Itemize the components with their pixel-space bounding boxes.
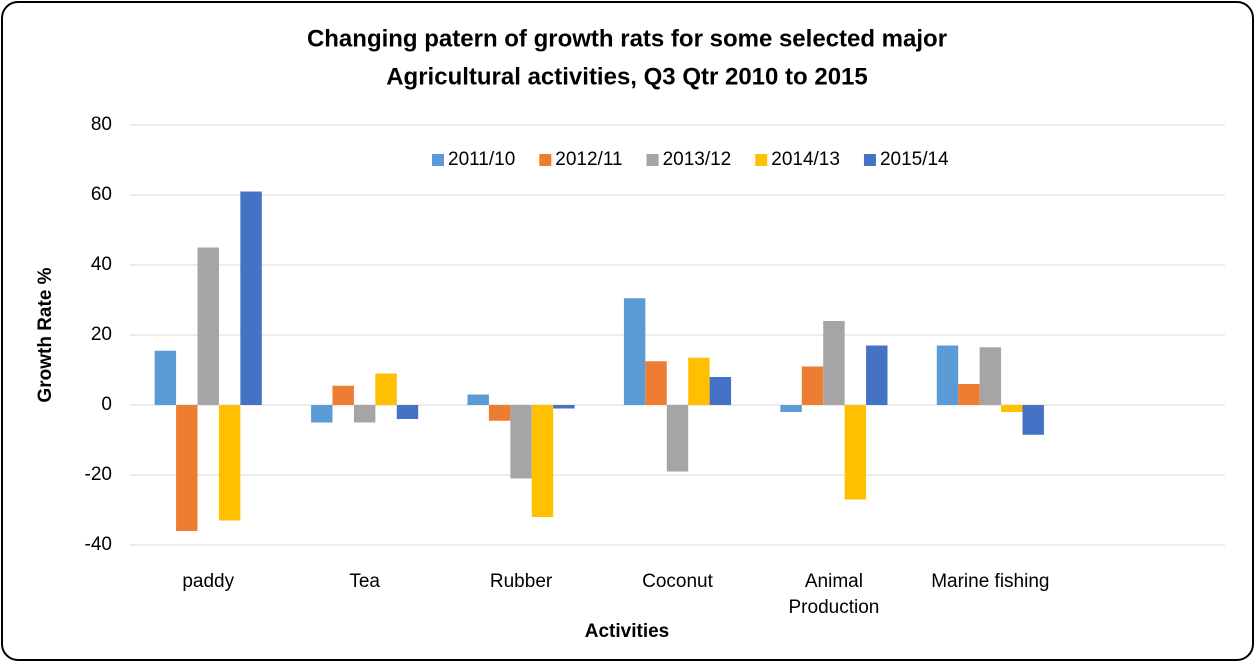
bar <box>936 345 959 405</box>
bar <box>510 405 532 479</box>
x-tick-label: Coconut <box>642 571 713 592</box>
bar <box>197 247 219 405</box>
bar <box>311 405 333 423</box>
legend-label: 2014/13 <box>771 149 840 170</box>
x-tick-label: Rubber <box>489 571 553 592</box>
legend-swatch <box>432 154 444 166</box>
bar <box>958 384 980 405</box>
x-tick-label: paddy <box>182 571 235 592</box>
y-tick-label: 80 <box>91 114 112 135</box>
bar <box>801 366 824 405</box>
y-axis-label: Growth Rate % <box>35 267 56 402</box>
bar <box>531 405 554 517</box>
bar <box>353 405 376 423</box>
bar <box>154 350 177 405</box>
y-tick-label: 0 <box>101 394 112 415</box>
bar <box>844 405 867 500</box>
legend-swatch <box>863 154 876 166</box>
legend-label: 2012/11 <box>555 149 622 170</box>
bar <box>176 405 198 531</box>
legend-label: 2013/12 <box>663 149 732 170</box>
y-tick-label: 20 <box>91 324 112 345</box>
bar <box>666 405 689 472</box>
bar <box>396 405 419 419</box>
bar <box>240 191 262 405</box>
x-axis-label: Activities <box>585 621 669 642</box>
bar <box>709 377 732 405</box>
chart-title: Changing patern of growth rats for some … <box>307 25 947 52</box>
y-tick-label: 60 <box>91 184 112 205</box>
y-tick-label: -40 <box>85 534 112 555</box>
bar <box>1022 405 1044 435</box>
bar <box>688 357 710 405</box>
legend-swatch <box>539 154 552 166</box>
bar <box>332 385 354 405</box>
legend-swatch <box>646 154 659 166</box>
y-tick-label: -20 <box>85 464 112 485</box>
bar <box>823 321 845 405</box>
bar <box>1001 405 1023 412</box>
bar <box>645 361 667 405</box>
bar <box>375 373 397 405</box>
x-tick-label: Animal Production <box>788 571 880 618</box>
bar <box>467 394 489 405</box>
bar <box>218 405 241 521</box>
bar <box>488 405 511 421</box>
bar <box>979 347 1002 405</box>
y-tick-label: 40 <box>91 254 112 275</box>
x-tick-label: Tea <box>349 571 380 592</box>
legend-label: 2011/10 <box>448 149 515 170</box>
legend-swatch <box>755 154 768 166</box>
bar <box>623 298 646 405</box>
legend-label: 2015/14 <box>880 149 949 170</box>
x-tick-label: Marine fishing <box>931 571 1050 592</box>
bar <box>866 345 888 405</box>
chart-title: Agricultural activities, Q3 Qtr 2010 to … <box>386 63 868 90</box>
bar <box>553 405 575 409</box>
bar <box>780 405 802 412</box>
